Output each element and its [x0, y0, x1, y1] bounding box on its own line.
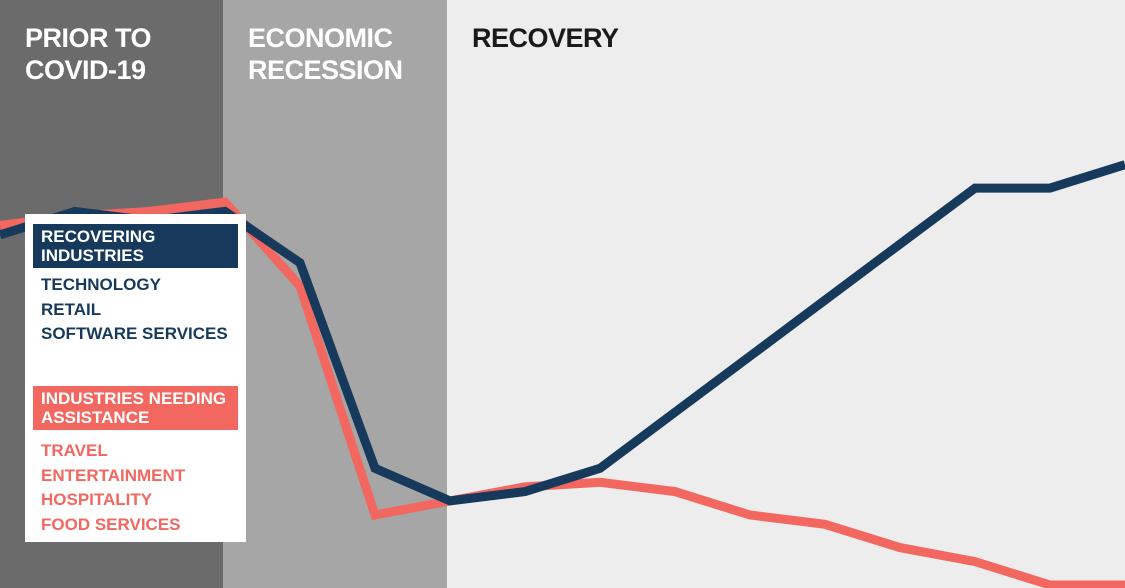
- legend-item-software-services: SOFTWARE SERVICES: [41, 324, 228, 343]
- legend-item-food-services: FOOD SERVICES: [41, 514, 181, 534]
- phase-recession-band: ECONOMIC RECESSION: [223, 0, 447, 588]
- phase-recovery-label: RECOVERY: [472, 23, 619, 53]
- legend-item-travel: TRAVEL: [41, 441, 108, 460]
- legend-item-retail: RETAIL: [41, 299, 102, 319]
- legend-list-assistance: TRAVEL ENTERTAINMENT HOSPITALITY FOOD SERVI…: [41, 439, 185, 537]
- legend-title-recovering: RECOVERING INDUSTRIES: [33, 224, 238, 268]
- legend-title-assistance: INDUSTRIES NEEDING ASSISTANCE: [33, 386, 238, 430]
- phase-recovery-band: RECOVERY: [447, 0, 1125, 588]
- legend-list-recovering: TECHNOLOGY RETAIL SOFTWARE SERVICES: [41, 273, 228, 347]
- legend: RECOVERING INDUSTRIES TECHNOLOGY RETAIL SO…: [25, 214, 246, 542]
- phase-recession-label: ECONOMIC RECESSION: [248, 23, 403, 85]
- legend-item-entertainment: ENTERTAINMENT: [41, 465, 186, 485]
- legend-item-technology: TECHNOLOGY: [41, 275, 161, 294]
- phase-prior-label: PRIOR TO COVID-19: [25, 23, 152, 85]
- legend-item-hospitality: HOSPITALITY: [41, 490, 153, 509]
